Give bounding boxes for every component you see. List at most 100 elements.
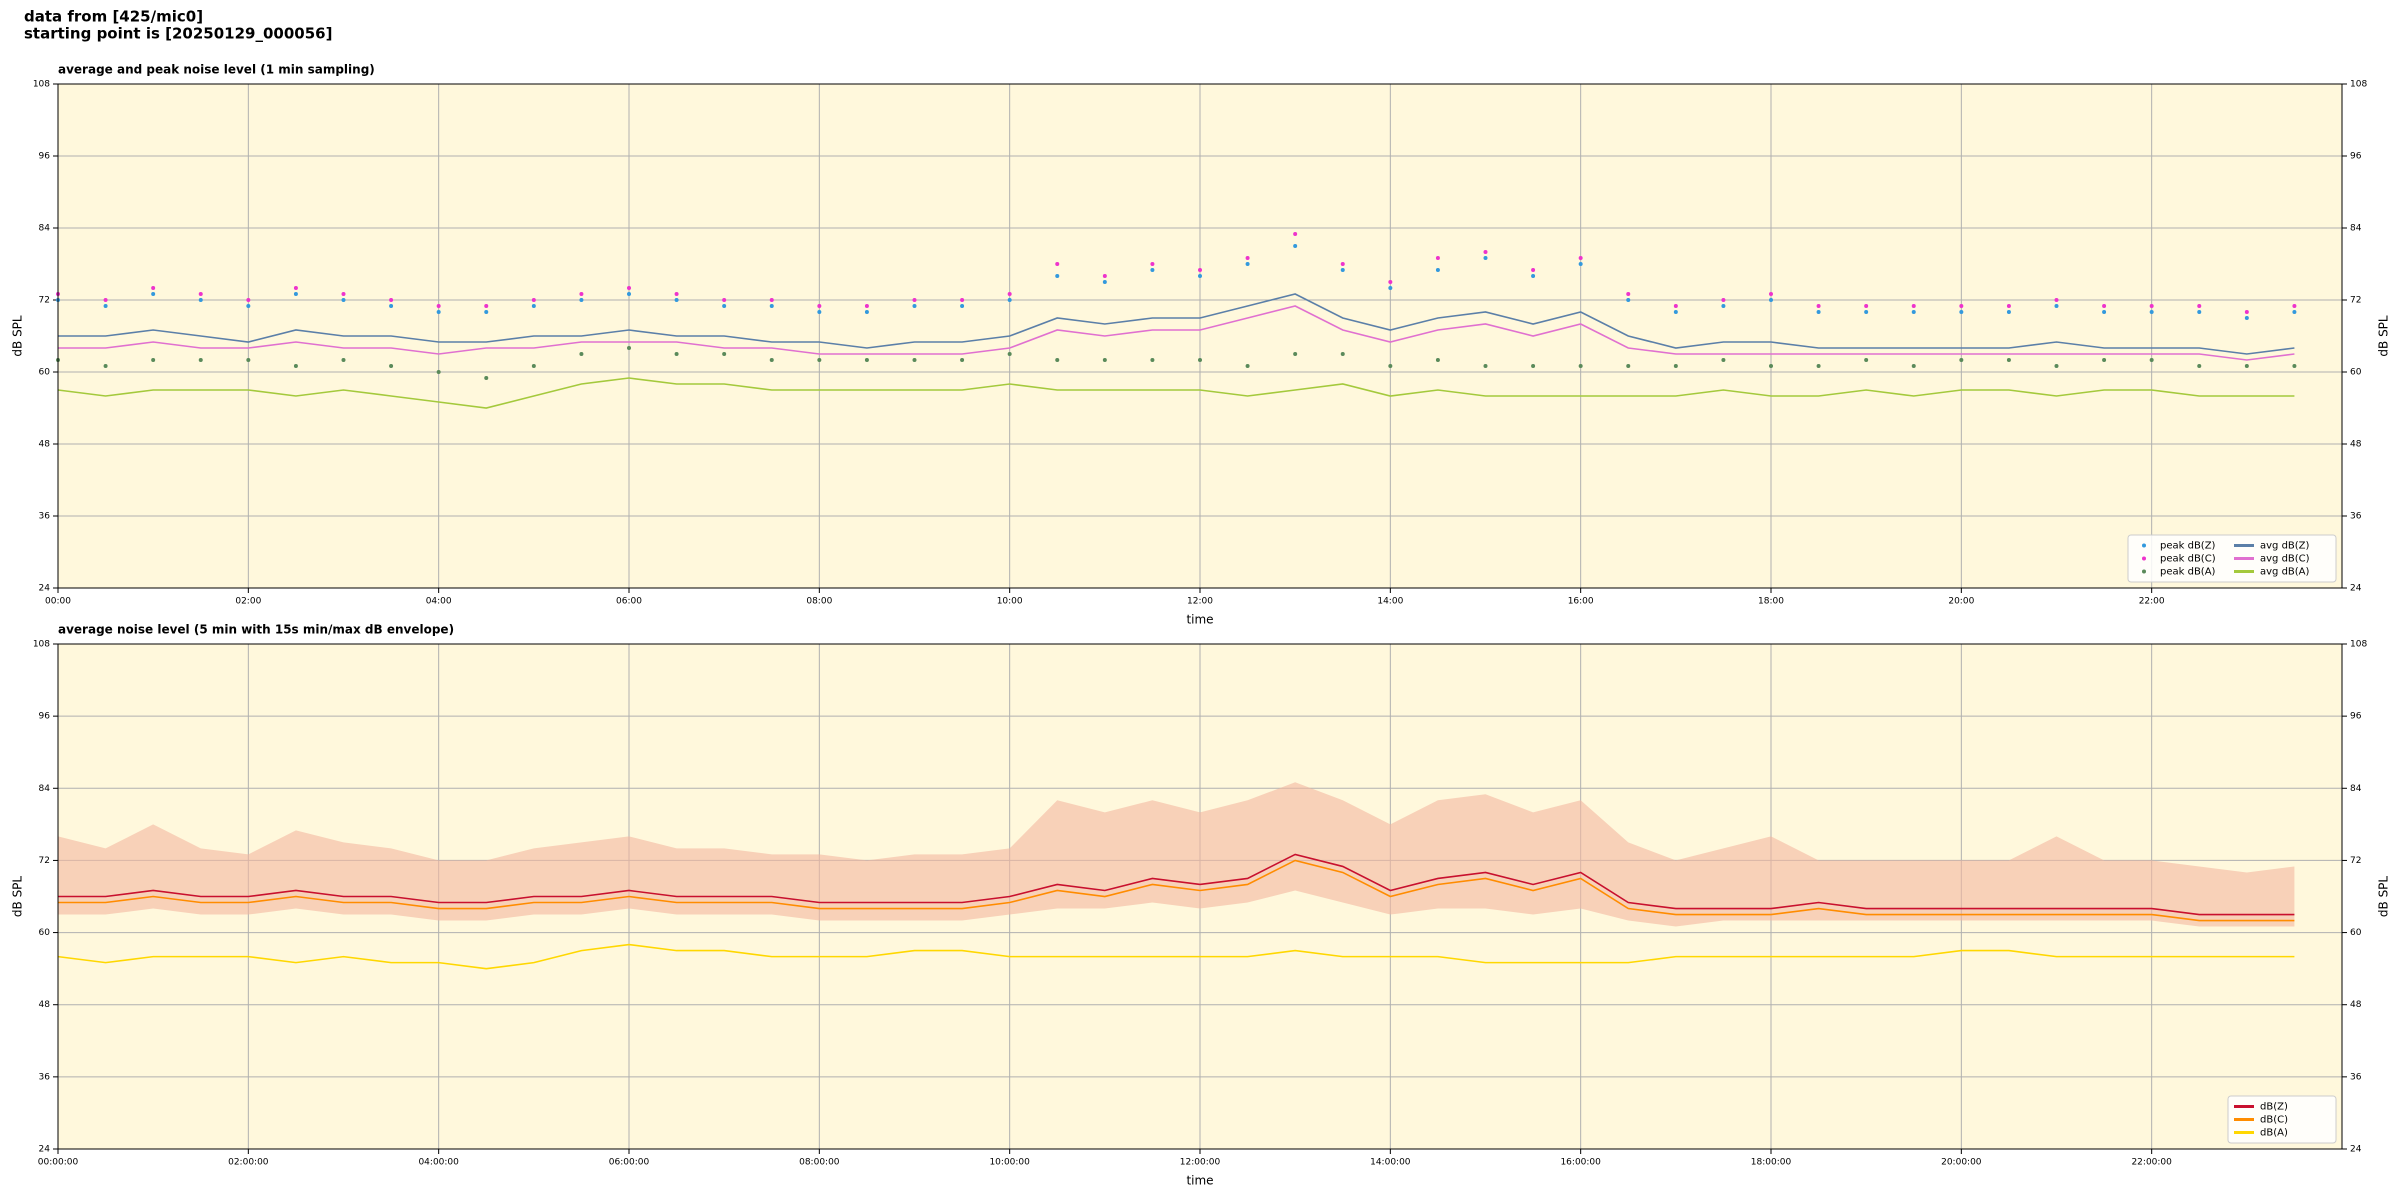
peak-point: [1769, 292, 1773, 296]
x-tick-label: 22:00: [2139, 597, 2165, 607]
x-tick-label: 14:00:00: [1370, 1158, 1411, 1168]
peak-point: [1435, 256, 1440, 260]
y-tick-label: 36: [2350, 1072, 2362, 1082]
peak-point: [2244, 316, 2249, 320]
peak-point: [1626, 298, 1631, 302]
legend-label: dB(A): [2260, 1128, 2288, 1139]
x-tick-label: 04:00: [426, 597, 452, 607]
peak-point: [1578, 364, 1583, 368]
peak-point: [2006, 310, 2011, 314]
peak-point: [484, 304, 489, 308]
plot-frame: [57, 83, 2343, 589]
peak-point: [151, 358, 156, 362]
peak-point: [1388, 280, 1393, 284]
chart-title: average and peak noise level (1 min samp…: [58, 63, 375, 77]
peak-point: [1626, 364, 1631, 368]
series-line: [57, 377, 2295, 409]
peak-point: [1578, 256, 1583, 260]
peak-point: [2292, 304, 2297, 308]
peak-point: [912, 298, 917, 302]
peak-point: [1388, 286, 1393, 290]
peak-point: [1864, 310, 1869, 314]
peak-point: [1055, 262, 1060, 266]
peak-point: [198, 298, 203, 302]
peak-point: [1007, 352, 1012, 356]
peak-point: [912, 304, 917, 308]
peak-point: [2292, 364, 2297, 368]
peak-point: [674, 352, 679, 356]
peak-point: [1102, 274, 1107, 278]
y-tick-label: 96: [2350, 712, 2362, 722]
peak-point: [579, 292, 584, 296]
peak-point: [341, 292, 346, 296]
peak-point: [1864, 304, 1869, 308]
peak-point: [1483, 250, 1488, 254]
y-tick-label: 48: [39, 1000, 51, 1010]
peak-point: [531, 364, 536, 368]
peak-point: [389, 364, 394, 368]
peak-point: [912, 358, 917, 362]
legend-marker: [2142, 556, 2146, 561]
peak-point: [1578, 262, 1583, 266]
peak-point: [103, 298, 108, 302]
peak-point: [2197, 304, 2202, 308]
peak-point: [1102, 280, 1107, 284]
y-tick-label: 84: [39, 224, 51, 234]
y-tick-label: 108: [2350, 640, 2367, 650]
peak-point: [1055, 358, 1060, 362]
legend-label: dB(C): [2260, 1115, 2288, 1126]
peak-point: [1959, 304, 1964, 308]
x-tick-label: 06:00: [616, 597, 642, 607]
peak-point: [484, 376, 489, 380]
y-tick-label: 24: [2350, 584, 2362, 594]
y-tick-label: 72: [2350, 856, 2361, 866]
peak-point: [1816, 364, 1821, 368]
x-axis-label: time: [1186, 613, 1213, 627]
y-tick-label: 60: [39, 368, 51, 378]
peak-point: [2197, 364, 2202, 368]
legend-marker: [2142, 569, 2146, 574]
peak-point: [1055, 274, 1060, 278]
y-tick-label: 108: [33, 640, 50, 650]
legend-box: [2127, 534, 2337, 583]
y-tick-label: 108: [2350, 80, 2367, 90]
peak-point: [2244, 364, 2249, 368]
x-tick-label: 16:00:00: [1560, 1158, 1601, 1168]
peak-point: [1340, 352, 1345, 356]
peak-point: [1816, 304, 1821, 308]
peak-point: [1198, 274, 1202, 278]
y-axis-label: dB SPL: [11, 315, 25, 357]
x-tick-label: 04:00:00: [418, 1158, 459, 1168]
peak-point: [1340, 268, 1345, 272]
peak-point: [436, 304, 441, 308]
peak-point: [1816, 310, 1821, 314]
peak-point: [151, 286, 156, 290]
legend-label: avg dB(C): [2260, 554, 2310, 565]
y-tick-label: 96: [2350, 152, 2362, 162]
peak-point: [960, 298, 965, 302]
x-tick-label: 18:00: [1758, 597, 1784, 607]
peak-point: [531, 304, 536, 308]
x-tick-label: 16:00: [1568, 597, 1594, 607]
peak-point: [341, 358, 346, 362]
peak-point: [769, 304, 774, 308]
peak-point: [864, 304, 869, 308]
x-tick-label: 18:00:00: [1751, 1158, 1792, 1168]
peak-point: [627, 346, 631, 350]
y-axis-label: dB SPL: [11, 876, 25, 918]
peak-point: [531, 298, 536, 302]
peak-point: [817, 310, 822, 314]
peak-point: [1531, 268, 1536, 272]
peak-point: [1388, 364, 1393, 368]
peak-point: [1531, 364, 1536, 368]
y-tick-label: 72: [2350, 296, 2361, 306]
peak-point: [1769, 364, 1773, 368]
peak-point: [1150, 262, 1155, 266]
peak-point: [2102, 310, 2107, 314]
peak-point: [1245, 256, 1250, 260]
peak-point: [1435, 268, 1440, 272]
peak-point: [436, 370, 441, 374]
peak-point: [2149, 310, 2154, 314]
peak-point: [293, 286, 298, 290]
